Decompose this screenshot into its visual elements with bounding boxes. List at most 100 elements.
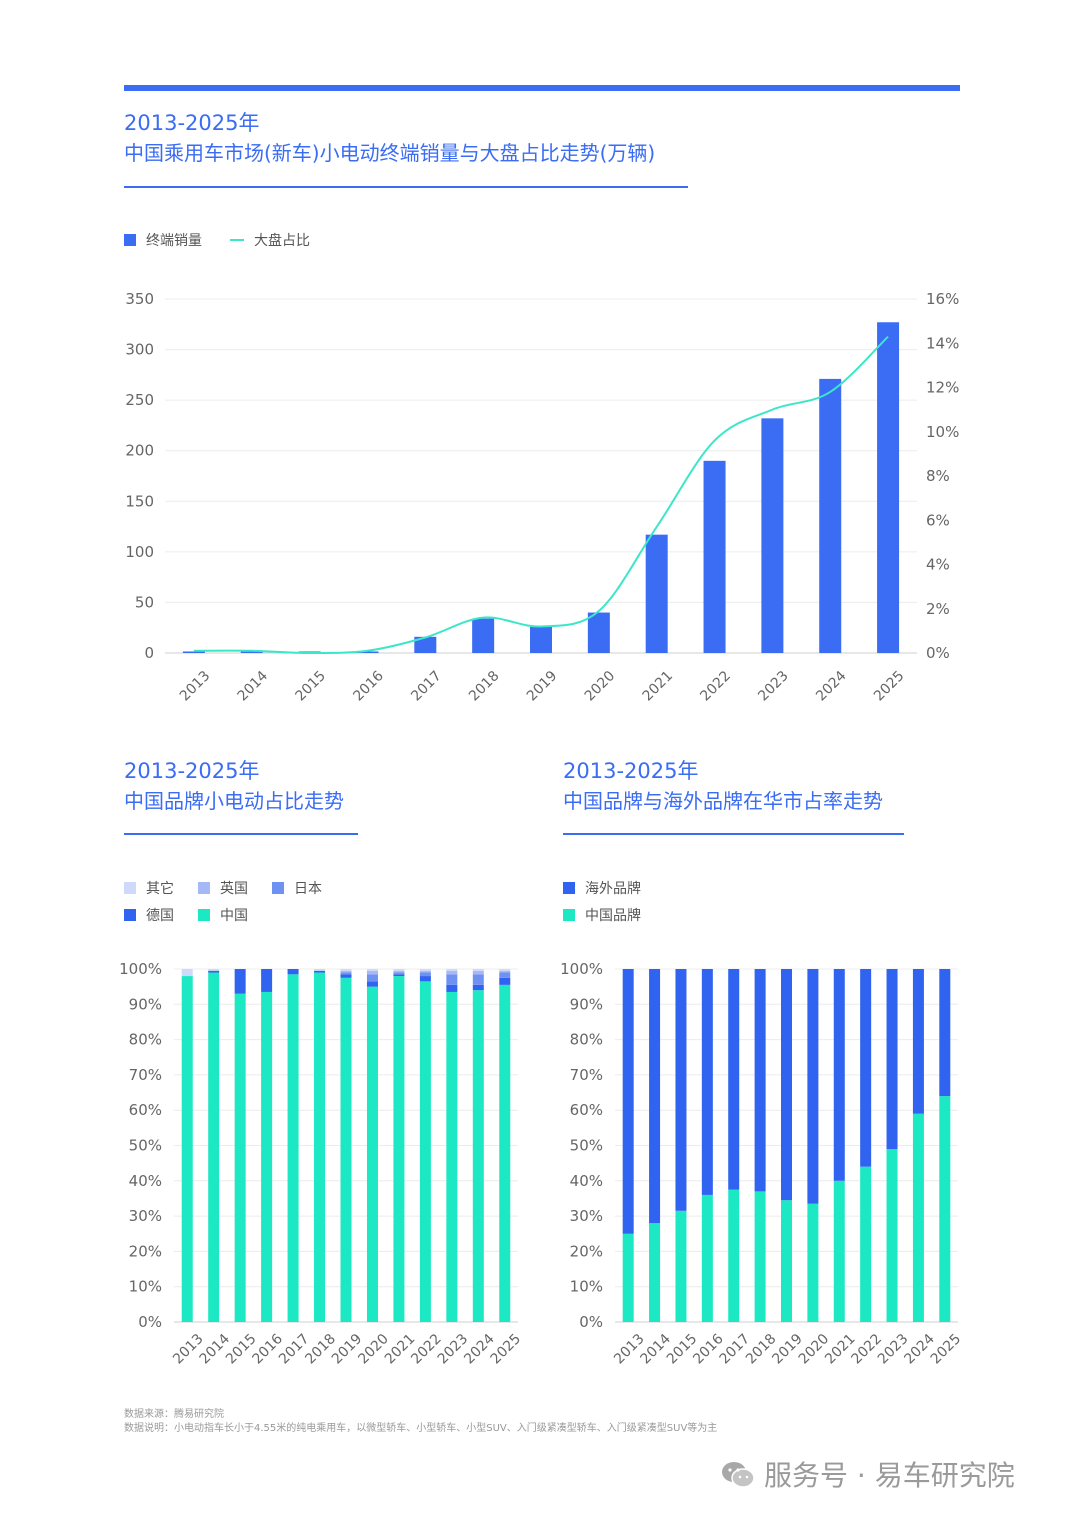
legend-swatch [272, 882, 284, 894]
bar-segment [419, 981, 431, 1322]
bar-segment [649, 969, 661, 1224]
bar-segment [234, 993, 246, 1322]
bar-segment [340, 974, 352, 978]
y2-tick-label: 2% [926, 600, 950, 618]
bar-segment [886, 969, 898, 1150]
legend-swatch [124, 234, 136, 246]
legend-label: 中国品牌 [585, 908, 641, 924]
chart2-title-block: 2013-2025年 中国品牌小电动占比走势 [124, 756, 344, 816]
legend-swatch [124, 882, 136, 894]
legend-item-foreign: 海外品牌 [563, 878, 641, 898]
bar-segment [807, 1203, 819, 1322]
y-tick-label: 70% [129, 1066, 162, 1084]
legend-label: 终端销量 [146, 233, 202, 249]
x-tick-label: 2021 [640, 668, 677, 705]
legend-label: 其它 [146, 881, 174, 897]
legend-label: 日本 [294, 881, 322, 897]
bar-segment [208, 970, 220, 973]
bar-segment [701, 969, 713, 1195]
y-tick-label: 30% [129, 1207, 162, 1225]
bar-segment [860, 1166, 872, 1322]
y2-tick-label: 14% [926, 334, 959, 352]
y-tick-label: 70% [570, 1066, 603, 1084]
y-tick-label: 50% [129, 1137, 162, 1155]
bar [877, 322, 900, 653]
bar-segment [912, 969, 924, 1114]
bar-segment [366, 974, 378, 982]
bar-segment [287, 974, 299, 1322]
bar-segment [419, 972, 431, 977]
bar-segment [366, 970, 378, 975]
y-tick-label: 30% [570, 1207, 603, 1225]
bar-segment [833, 1180, 845, 1322]
y-tick-label: 90% [129, 995, 162, 1013]
y-tick-label: 250 [125, 391, 154, 409]
bar-segment [939, 969, 951, 1097]
chart2-svg: 0%10%20%30%40%50%60%70%80%90%100%2013201… [119, 960, 525, 1368]
y-tick-label: 100% [119, 960, 162, 978]
bar-segment [340, 972, 352, 975]
bar-segment [781, 1200, 792, 1322]
legend-label: 英国 [220, 881, 248, 897]
x-tick-label: 2025 [928, 1331, 965, 1368]
x-tick-label: 2015 [293, 668, 330, 705]
x-tick-label: 2018 [466, 668, 503, 705]
y-tick-label: 350 [125, 290, 154, 308]
y2-tick-label: 12% [926, 379, 959, 397]
bar [472, 618, 495, 653]
brand-watermark: 服务号 · 易车研究院 [720, 1454, 1015, 1494]
legend-swatch [563, 909, 575, 921]
y-tick-label: 100 [125, 543, 154, 561]
bar-segment [366, 981, 378, 987]
legend-item-germany: 德国 [124, 905, 174, 925]
legend-item-japan: 日本 [272, 878, 322, 898]
x-tick-label: 2016 [350, 668, 387, 705]
x-tick-label: 2022 [697, 668, 734, 705]
top-accent-bar [124, 85, 960, 91]
legend-item-share: 大盘占比 [230, 230, 310, 250]
bar [530, 626, 552, 653]
footer-note: 数据说明：小电动指车长小于4.55米的纯电乘用车，以微型轿车、小型轿车、小型SU… [124, 1423, 718, 1434]
bar-segment [499, 970, 511, 973]
y-tick-label: 300 [125, 341, 154, 359]
bar-segment [499, 969, 511, 971]
y2-tick-label: 6% [926, 511, 950, 529]
bar-segment [472, 970, 484, 975]
legend-swatch [124, 909, 136, 921]
bar-segment [622, 969, 634, 1234]
bar-segment [499, 977, 511, 985]
y-tick-label: 150 [125, 492, 154, 510]
bar-segment [287, 969, 299, 975]
bar-segment [314, 969, 326, 971]
y2-tick-label: 0% [926, 644, 950, 662]
bar-segment [675, 1210, 687, 1322]
bar-segment [393, 970, 405, 973]
bar-segment [446, 991, 458, 1322]
bar-segment [649, 1223, 661, 1322]
share-line [193, 335, 889, 655]
bar-segment [208, 972, 220, 1322]
bar [414, 636, 437, 653]
bar [645, 534, 668, 653]
legend-item-uk: 英国 [198, 878, 248, 898]
chart3-title-block: 2013-2025年 中国品牌与海外品牌在华市占率走势 [563, 756, 883, 816]
y-tick-label: 10% [570, 1278, 603, 1296]
legend-line-swatch [230, 239, 244, 241]
bar-segment [340, 969, 352, 971]
bar-segment [234, 969, 246, 994]
bar [819, 378, 842, 653]
bar [182, 651, 205, 653]
bar-segment [208, 969, 220, 971]
bar-segment [622, 1233, 634, 1322]
x-tick-label: 2017 [408, 668, 445, 705]
bar-segment [701, 1194, 713, 1322]
legend-item-china: 中国 [198, 905, 248, 925]
wechat-icon [722, 1462, 755, 1488]
bar-segment [393, 972, 405, 975]
x-tick-label: 2025 [488, 1331, 525, 1368]
chart3-svg: 0%10%20%30%40%50%60%70%80%90%100%2013201… [560, 960, 965, 1368]
y2-tick-label: 10% [926, 423, 959, 441]
legend-swatch [563, 882, 575, 894]
y-tick-label: 20% [570, 1242, 603, 1260]
bar-segment [181, 969, 193, 977]
